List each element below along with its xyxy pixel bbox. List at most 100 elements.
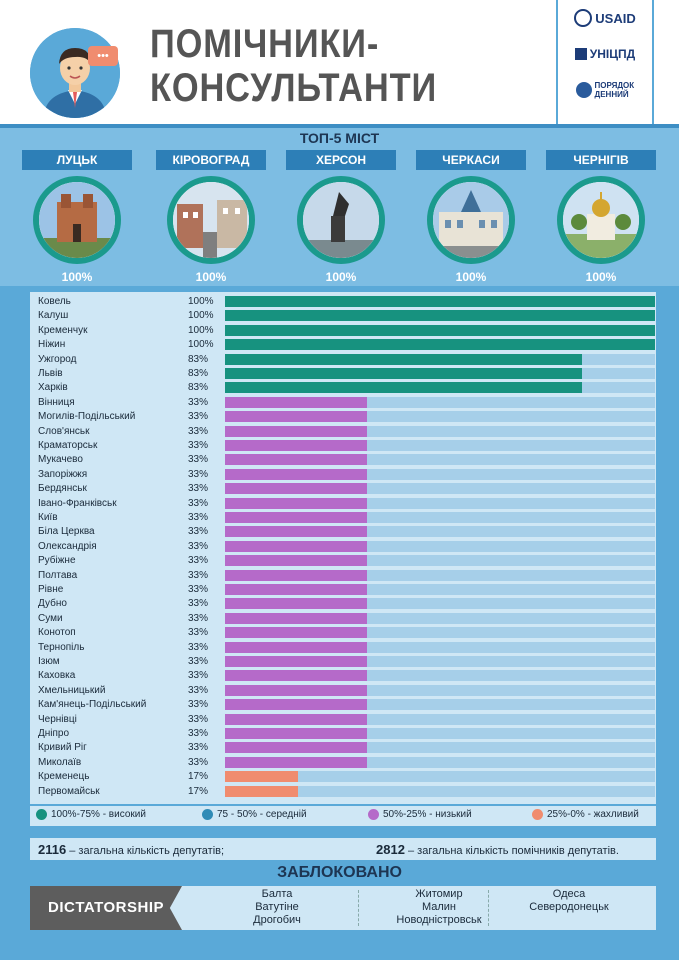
bar-value-label: 33%	[188, 713, 209, 725]
bar-track	[225, 396, 655, 408]
bar-value-label: 33%	[188, 670, 209, 682]
bar-track	[225, 728, 655, 739]
city-name: ЛУЦЬК	[22, 150, 132, 170]
stats-bar: 2116 – загальна кількість депутатів; 281…	[30, 838, 656, 860]
bar	[225, 756, 367, 768]
legend-dot-medium	[202, 809, 213, 820]
bar-city-label: Мукачево	[38, 454, 83, 466]
bar-value-label: 33%	[188, 512, 209, 523]
column-divider	[358, 890, 360, 926]
blocked-column-2: Житомир Малин Новодністровськ	[364, 888, 514, 927]
bar-row: Рубіжне 33%	[30, 554, 656, 567]
bar-track	[225, 670, 655, 682]
partner-logos: USAID УНІЦПД ПОРЯДОК ДЕННИЙ	[556, 0, 654, 124]
bar-track	[225, 555, 655, 567]
bar	[225, 324, 655, 336]
bar-city-label: Харків	[38, 382, 68, 394]
bar	[225, 641, 367, 653]
city-name: ЧЕРКАСИ	[416, 150, 526, 170]
blocked-column-3: Одеса Северодонецьк	[494, 888, 644, 914]
blocked-title: ЗАБЛОКОВАНО	[277, 864, 402, 881]
bar-row: Вінниця 33%	[30, 396, 656, 409]
bar-city-label: Бердянськ	[38, 483, 87, 495]
bar-row: Львів 83%	[30, 367, 656, 380]
bar	[225, 411, 367, 423]
bar-track	[225, 584, 655, 595]
bar-track	[225, 382, 655, 394]
bar-track	[225, 512, 655, 523]
bar-city-label: Миколаїв	[38, 756, 82, 768]
bar-value-label: 100%	[188, 324, 214, 336]
bar-city-label: Полтава	[38, 569, 78, 581]
bar	[225, 728, 367, 739]
city-name: ЧЕРНІГІВ	[546, 150, 656, 170]
bar-row: Слов'янськ 33%	[30, 425, 656, 438]
bar-row: Ковель 100%	[30, 295, 656, 308]
bar-track	[225, 526, 655, 538]
bar-value-label: 33%	[188, 425, 209, 437]
bar-value-label: 83%	[188, 368, 209, 379]
legend-label: 75 - 50% - середній	[217, 809, 307, 820]
bar-value-label: 33%	[188, 684, 209, 696]
deputies-number: 2116	[38, 842, 67, 857]
bar	[225, 526, 367, 538]
stat-deputies: 2116 – загальна кількість депутатів;	[38, 842, 224, 857]
bar-city-label: Чернівці	[38, 713, 77, 725]
bar-row: Київ 33%	[30, 511, 656, 524]
bar-value-label: 100%	[188, 296, 214, 307]
bar-city-label: Рівне	[38, 584, 64, 595]
bar-row: Ужгород 83%	[30, 353, 656, 366]
bar-value-label: 33%	[188, 699, 209, 711]
city-pct: 100%	[455, 270, 487, 284]
bar-row: Івано-Франківськ 33%	[30, 497, 656, 510]
bar-track	[225, 612, 655, 624]
blocked-city: Ватутіне	[255, 901, 299, 913]
bar-row: Краматорськ 33%	[30, 439, 656, 452]
legend-item-poor: 25%-0% - жахливий	[532, 809, 639, 820]
bar	[225, 382, 582, 394]
bar-track	[225, 598, 655, 610]
city-card-kirovohrad: КІРОВОГРАД 100%	[156, 150, 266, 284]
bar-city-label: Слов'янськ	[38, 425, 90, 437]
city-name: ХЕРСОН	[286, 150, 396, 170]
bar-row: Кривий Ріг 33%	[30, 741, 656, 754]
bar-row: Полтава 33%	[30, 569, 656, 582]
header: ••• ПОМІЧНИКИ- КОНСУЛЬТАНТИ USAID УНІЦПД…	[0, 0, 679, 124]
bar-city-label: Ніжин	[38, 339, 66, 351]
bar-value-label: 33%	[188, 728, 209, 739]
speech-bubble-dots: •••	[97, 50, 109, 62]
bar-track	[225, 540, 655, 552]
city-card-lutsk: ЛУЦЬК 100%	[22, 150, 132, 284]
cherkasy-building-photo-icon	[427, 176, 515, 264]
bar-track	[225, 483, 655, 495]
bar-city-label: Кривий Ріг	[38, 742, 87, 754]
bar-value-label: 33%	[188, 569, 209, 581]
city-pct: 100%	[585, 270, 617, 284]
bar	[225, 555, 367, 567]
bar	[225, 296, 655, 307]
blocked-city: Новодністровськ	[396, 914, 482, 926]
bar-value-label: 100%	[188, 339, 214, 351]
bar-value-label: 83%	[188, 353, 209, 365]
bar-track	[225, 569, 655, 581]
bar-row: Могилів-Подільський 33%	[30, 410, 656, 423]
legend-item-medium: 75 - 50% - середній	[202, 809, 307, 820]
bar-row: Кам'янець-Подільський 33%	[30, 698, 656, 711]
page-title: ПОМІЧНИКИ- КОНСУЛЬТАНТИ	[150, 22, 437, 110]
bar	[225, 684, 367, 696]
bar-value-label: 33%	[188, 526, 209, 538]
bar-city-label: Кременчук	[38, 324, 88, 336]
city-card-chernihiv: ЧЕРНІГІВ 100%	[546, 150, 656, 284]
chernihiv-church-photo-icon	[557, 176, 645, 264]
bar-value-label: 33%	[188, 540, 209, 552]
bar-row: Дніпро 33%	[30, 727, 656, 740]
bar-row: Олександрія 33%	[30, 540, 656, 553]
bar-row: Хмельницький 33%	[30, 684, 656, 697]
bar	[225, 540, 367, 552]
bar-row: Каховка 33%	[30, 669, 656, 682]
bar	[225, 612, 367, 624]
legend-label: 25%-0% - жахливий	[547, 809, 639, 820]
bar-row: Тернопіль 33%	[30, 641, 656, 654]
bar	[225, 339, 655, 351]
blocked-city: Дрогобич	[253, 914, 301, 926]
